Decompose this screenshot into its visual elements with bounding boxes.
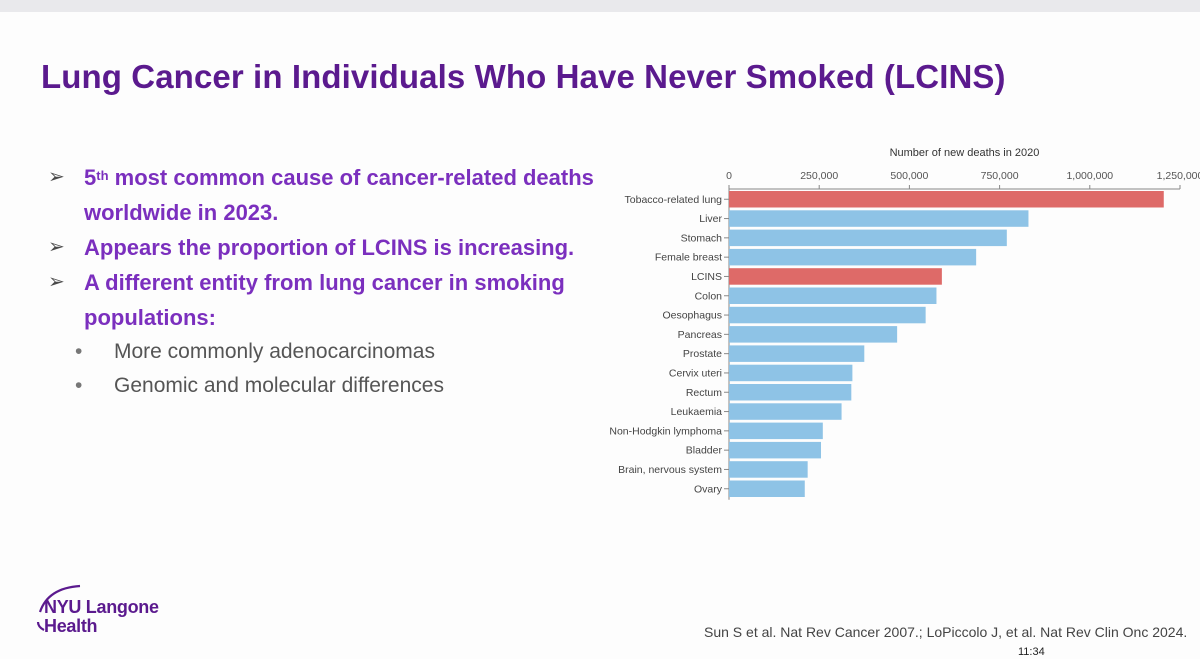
- x-tick-label: 1,250,000: [1157, 170, 1200, 182]
- bullet-text: Appears the proportion of LCINS is incre…: [84, 235, 575, 260]
- bar: [729, 248, 977, 266]
- bar: [729, 326, 898, 343]
- bar: [729, 441, 822, 459]
- category-label: Prostate: [683, 348, 722, 360]
- bar: [729, 268, 942, 285]
- category-label: Female breast: [655, 252, 722, 264]
- bullet-item: ➢ 5th most common cause of cancer-relate…: [48, 160, 648, 230]
- category-label: LCINS: [691, 271, 722, 283]
- logo-line-2: Health: [44, 616, 98, 636]
- bar: [729, 480, 805, 497]
- x-tick-label: 1,000,000: [1066, 170, 1113, 182]
- bullet-text: A different entity from lung cancer in s…: [84, 270, 565, 330]
- bar: [729, 364, 853, 382]
- category-label: Bladder: [686, 445, 723, 457]
- deaths-bar-chart: Number of new deaths in 2020 0 250,000 500,…: [590, 140, 1200, 510]
- category-label: Pancreas: [678, 329, 722, 341]
- logo-text: NYU Langone Health: [44, 598, 159, 636]
- slide-title: Lung Cancer in Individuals Who Have Neve…: [41, 58, 1006, 95]
- category-label: Stomach: [681, 232, 723, 244]
- bullet-list: ➢ 5th most common cause of cancer-relate…: [48, 160, 648, 403]
- nyu-langone-logo: [36, 584, 81, 631]
- arrow-bullet-icon: ➢: [48, 271, 65, 293]
- bar: [729, 345, 865, 362]
- sub-bullet-text: Genomic and molecular differences: [114, 374, 444, 397]
- bar: [729, 403, 842, 420]
- sub-bullet-item: • More commonly adenocarcinomas: [48, 335, 648, 369]
- x-tick-label: 0: [726, 170, 732, 182]
- bar: [729, 287, 937, 304]
- bullet-text: most common cause of cancer-related deat…: [84, 165, 594, 225]
- bar: [729, 306, 926, 324]
- bar: [729, 191, 1164, 208]
- category-label: Leukaemia: [671, 406, 723, 418]
- sub-bullet-item: • Genomic and molecular differences: [48, 369, 648, 403]
- category-label: Liver: [699, 213, 722, 225]
- bar: [729, 384, 852, 401]
- bar: [729, 229, 1007, 247]
- x-tick-label: 750,000: [981, 170, 1019, 182]
- category-label: Brain, nervous system: [618, 464, 722, 476]
- bullet-item: ➢ A different entity from lung cancer in…: [48, 265, 648, 335]
- category-label: Non-Hodgkin lymphoma: [609, 425, 722, 437]
- timestamp: 11:34: [1018, 646, 1045, 658]
- category-label: Colon: [695, 290, 723, 302]
- dot-bullet-icon: •: [75, 374, 83, 397]
- category-label: Rectum: [686, 387, 722, 399]
- category-label: Tobacco-related lung: [625, 194, 723, 206]
- dot-bullet-icon: •: [75, 340, 83, 363]
- x-tick-label: 500,000: [890, 170, 928, 182]
- bullet-item: ➢ Appears the proportion of LCINS is inc…: [48, 230, 648, 265]
- category-label: Ovary: [694, 483, 723, 495]
- chart-title: Number of new deaths in 2020: [890, 147, 1040, 159]
- bar: [729, 422, 823, 440]
- citation: Sun S et al. Nat Rev Cancer 2007.; LoPic…: [704, 624, 1188, 640]
- chart-svg: Number of new deaths in 2020 0 250,000 500,…: [609, 147, 1200, 500]
- arrow-bullet-icon: ➢: [48, 166, 65, 188]
- arrow-bullet-icon: ➢: [48, 236, 65, 258]
- bullet-ordinal: 5: [84, 165, 97, 190]
- x-tick-label: 250,000: [800, 170, 838, 182]
- logo-line-1: NYU Langone: [44, 597, 159, 617]
- bullet-ordinal-suffix: th: [96, 168, 109, 183]
- category-label: Oesophagus: [662, 310, 722, 322]
- window-frame-top: [0, 0, 1200, 12]
- bar: [729, 210, 1029, 227]
- category-label: Cervix uteri: [669, 367, 722, 379]
- bar: [729, 461, 808, 478]
- sub-bullet-text: More commonly adenocarcinomas: [114, 340, 435, 363]
